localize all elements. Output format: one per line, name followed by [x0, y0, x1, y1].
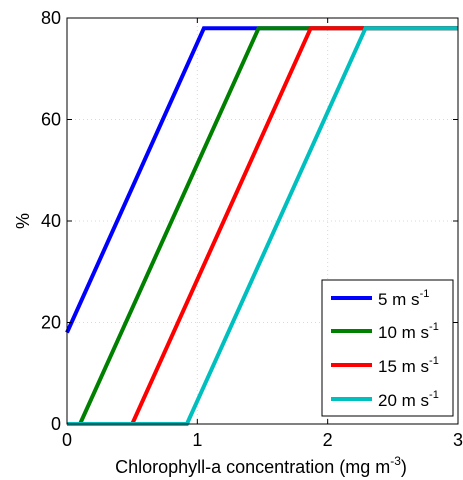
y-tick-label: 0 — [51, 414, 61, 434]
legend-label-15: 15 m s-1 — [378, 355, 439, 376]
legend-label-10-sup: -1 — [429, 321, 439, 333]
legend-label-5-sup: -1 — [420, 288, 430, 300]
x-axis-title-close: ) — [401, 457, 407, 477]
y-axis-title: % — [13, 213, 33, 229]
y-axis-title-text: % — [13, 213, 33, 229]
tick-labels: 0 1 2 3 0 20 40 60 80 — [41, 8, 463, 450]
legend-label-10-main: 10 m s — [378, 323, 429, 342]
legend-label-15-main: 15 m s — [378, 357, 429, 376]
x-tick-label: 2 — [323, 430, 333, 450]
legend-label-20: 20 m s-1 — [378, 389, 439, 410]
x-axis-title-sup: -3 — [390, 454, 401, 468]
legend-label-10: 10 m s-1 — [378, 321, 439, 342]
y-tick-label: 20 — [41, 313, 61, 333]
legend-box — [321, 279, 454, 417]
x-tick-label: 1 — [192, 430, 202, 450]
x-axis-title-main: Chlorophyll-a concentration (mg m — [115, 457, 390, 477]
x-tick-label: 0 — [62, 430, 72, 450]
y-tick-label: 40 — [41, 211, 61, 231]
legend: 5 m s-1 10 m s-1 15 m s-1 20 m s-1 — [321, 279, 454, 417]
legend-label-5-main: 5 m s — [378, 290, 420, 309]
legend-label-15-sup: -1 — [429, 355, 439, 367]
legend-label-20-main: 20 m s — [378, 391, 429, 410]
legend-label-5: 5 m s-1 — [378, 288, 429, 309]
y-tick-label: 80 — [41, 8, 61, 28]
legend-label-20-sup: -1 — [429, 389, 439, 401]
x-tick-label: 3 — [453, 430, 463, 450]
y-tick-label: 60 — [41, 110, 61, 130]
ticks — [66, 17, 459, 425]
x-axis-title: Chlorophyll-a concentration (mg m-3) — [115, 454, 407, 477]
